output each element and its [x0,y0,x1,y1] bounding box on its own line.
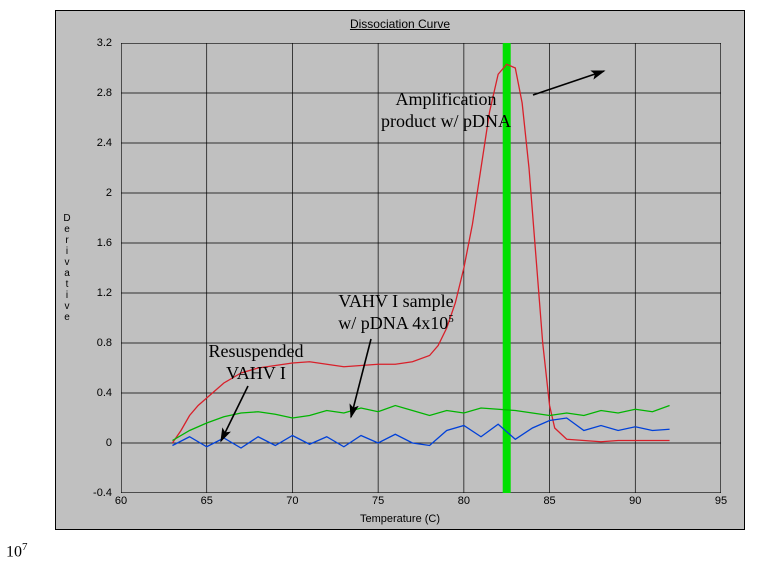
chart-title: Dissociation Curve [56,17,744,31]
x-tick: 70 [286,495,298,507]
x-tick: 95 [715,495,727,507]
corner-note-base: 10 [6,543,22,560]
x-tick: 90 [629,495,641,507]
plot-svg [121,43,721,493]
y-tick: 2.8 [78,87,112,99]
x-tick-labels: 6065707580859095 [121,495,721,511]
x-tick: 80 [458,495,470,507]
y-tick: 1.6 [78,237,112,249]
y-axis-label: Derivative [61,43,73,493]
x-tick: 65 [201,495,213,507]
chart-frame: Dissociation Curve Derivative -0.4 0 0.4 0.… [55,10,745,530]
y-tick: 0.8 [78,337,112,349]
y-tick: 2.4 [78,137,112,149]
x-axis-label: Temperature (C) [56,513,744,525]
y-tick: 0.4 [78,387,112,399]
y-tick: 1.2 [78,287,112,299]
corner-note-exp: 7 [22,541,28,553]
y-tick: -0.4 [78,487,112,499]
x-tick: 75 [372,495,384,507]
plot-area [121,43,721,493]
y-tick: 2 [78,187,112,199]
x-tick: 60 [115,495,127,507]
corner-note: 107 [6,541,28,561]
y-tick-labels: -0.400.40.81.21.622.42.83.2 [78,43,116,493]
x-tick: 85 [543,495,555,507]
y-tick: 0 [78,437,112,449]
y-tick: 3.2 [78,37,112,49]
